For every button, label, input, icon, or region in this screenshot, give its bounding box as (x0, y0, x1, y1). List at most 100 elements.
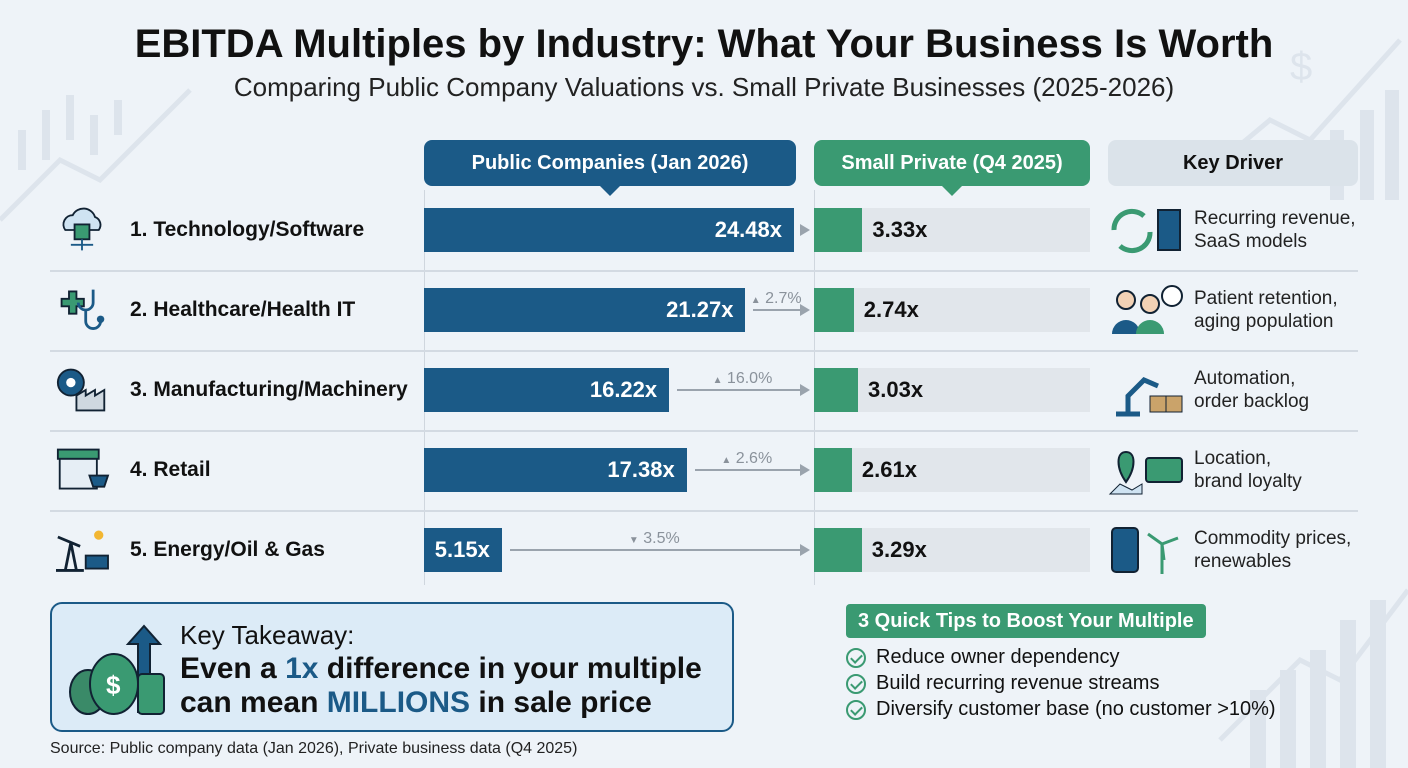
page-subtitle: Comparing Public Company Valuations vs. … (233, 72, 1175, 102)
tip-text: Reduce owner dependency (876, 646, 1120, 668)
legend-private: Small Private (Q4 2025) (814, 140, 1090, 196)
driver-line: brand loyalty (1194, 471, 1302, 492)
industry-row: 3. Manufacturing/Machinery 16.22x ▲ 16.0… (50, 350, 1358, 430)
money-bags-growth-icon: $ (69, 624, 165, 715)
private-bar-track: 2.74x (814, 288, 1090, 332)
arrow-icon (509, 544, 811, 556)
private-bar-track: 3.03x (814, 368, 1090, 412)
key-takeaway-box: $ Key Takeaway: Even a 1x difference in … (50, 602, 734, 732)
private-bar (814, 528, 862, 572)
highlight-1x: 1x (285, 652, 319, 685)
arrow-icon (694, 464, 811, 476)
change-text: 16.0% (726, 370, 773, 387)
industry-row: 2. Healthcare/Health IT 21.27x ▲ 2.7% 2.… (50, 270, 1358, 350)
cloud-chip-icon (62, 207, 102, 251)
key-driver-text: Commodity prices, renewables (1194, 510, 1351, 590)
storefront-cart-icon (56, 448, 110, 490)
industry-row: 5. Energy/Oil & Gas 5.15x ▼ 3.5% 3.29x C… (50, 510, 1358, 590)
elderly-clock-icon (1112, 285, 1183, 334)
industry-label: 5. Energy/Oil & Gas (130, 538, 325, 561)
public-value-label: 24.48x (714, 217, 782, 242)
industry-row: 4. Retail 17.38x ▲ 2.6% 2.61x Location, b… (50, 430, 1358, 510)
driver-line: Location, (1194, 448, 1272, 469)
private-bar (814, 208, 863, 252)
driver-line: Recurring revenue, (1194, 208, 1356, 229)
triangle-up-icon: ▲ (750, 295, 761, 306)
tip-item: Reduce owner dependency (846, 646, 1120, 669)
arrow-icon (753, 304, 810, 316)
public-value-label: 16.22x (589, 377, 658, 402)
change-text: 2.6% (735, 450, 773, 467)
driver-line: Patient retention, (1194, 288, 1338, 309)
barrel-wind-turbine-icon (1111, 527, 1179, 574)
tip-item: Build recurring revenue streams (846, 672, 1159, 695)
change-text: 2.7% (765, 290, 802, 307)
private-value-label: 3.03x (868, 377, 924, 402)
public-bar: 21.27x (424, 288, 746, 332)
triangle-down-icon: ▼ (628, 535, 639, 546)
change-label: ▲ 2.6% (721, 450, 772, 468)
arrow-icon (677, 384, 810, 396)
source-note: Source: Public company data (Jan 2026), … (50, 740, 578, 757)
private-bar-track: 3.29x (814, 528, 1090, 572)
takeaway-line-2: can mean MILLIONS in sale price (180, 686, 652, 720)
oil-pump-solar-icon (56, 530, 109, 572)
public-bar: 16.22x (424, 368, 670, 412)
private-value-label: 2.61x (861, 457, 917, 482)
public-value-label: 17.38x (607, 457, 675, 482)
highlight-millions: MILLIONS (326, 686, 471, 719)
private-value-label: 2.74x (863, 297, 919, 322)
tip-text: Build recurring revenue streams (876, 672, 1160, 694)
change-label: ▲ 2.7% (751, 290, 802, 308)
text: can mean (180, 686, 327, 719)
check-circle-icon (846, 673, 866, 694)
tips-title: 3 Quick Tips to Boost Your Multiple (846, 604, 1206, 638)
row-divider (50, 270, 1358, 272)
private-bar-track: 2.61x (814, 448, 1090, 492)
legend-public: Public Companies (Jan 2026) (424, 140, 796, 196)
page-title: EBITDA Multiples by Industry: What Your … (134, 22, 1274, 66)
key-driver-text: Patient retention, aging population (1194, 270, 1338, 350)
check-circle-icon (846, 647, 866, 668)
tip-text: Diversify customer base (no customer >10… (876, 698, 1276, 720)
change-label: ▲ 16.0% (713, 370, 773, 388)
change-label: ▼ 3.5% (629, 530, 680, 548)
row-divider (50, 430, 1358, 432)
triangle-up-icon: ▲ (712, 375, 723, 386)
industry-label: 2. Healthcare/Health IT (130, 298, 356, 321)
private-bar (814, 448, 852, 492)
arrow-icon (800, 224, 810, 236)
industry-label: 4. Retail (130, 458, 211, 481)
text: difference in your multiple (318, 652, 702, 685)
driver-line: Automation, (1194, 368, 1296, 389)
triangle-up-icon: ▲ (721, 455, 732, 466)
row-divider (50, 350, 1358, 352)
industry-label: 1. Technology/Software (130, 218, 365, 241)
takeaway-line-1: Even a 1x difference in your multiple (180, 652, 702, 686)
driver-line: SaaS models (1194, 231, 1308, 252)
location-card-icon (1108, 450, 1183, 495)
key-driver-text: Recurring revenue, SaaS models (1194, 190, 1356, 270)
key-driver-header: Key Driver (1108, 140, 1358, 186)
public-bar: 17.38x (424, 448, 687, 492)
row-divider (50, 510, 1358, 512)
takeaway-title: Key Takeaway: (180, 620, 355, 650)
tip-item: Diversify customer base (no customer >10… (846, 698, 1276, 721)
driver-line: aging population (1194, 311, 1334, 332)
driver-line: Commodity prices, (1194, 528, 1352, 549)
robot-arm-boxes-icon (1116, 377, 1183, 417)
public-value-label: 21.27x (666, 297, 734, 322)
private-bar (814, 288, 854, 332)
medical-cross-stethoscope-icon (60, 289, 105, 330)
key-driver-text: Location, brand loyalty (1194, 430, 1302, 510)
key-driver-text: Automation, order backlog (1194, 350, 1309, 430)
public-bar: 5.15x (424, 528, 502, 572)
text: in sale price (470, 686, 652, 719)
driver-line: renewables (1194, 551, 1292, 572)
public-value-label: 5.15x (434, 537, 490, 562)
change-text: 3.5% (643, 530, 680, 547)
industry-row: 1. Technology/Software 24.48x 3.33x Recu… (50, 190, 1358, 270)
public-bar: 24.48x (424, 208, 794, 252)
recurring-saas-icon (1111, 208, 1181, 254)
svg-text:$: $ (106, 670, 121, 700)
